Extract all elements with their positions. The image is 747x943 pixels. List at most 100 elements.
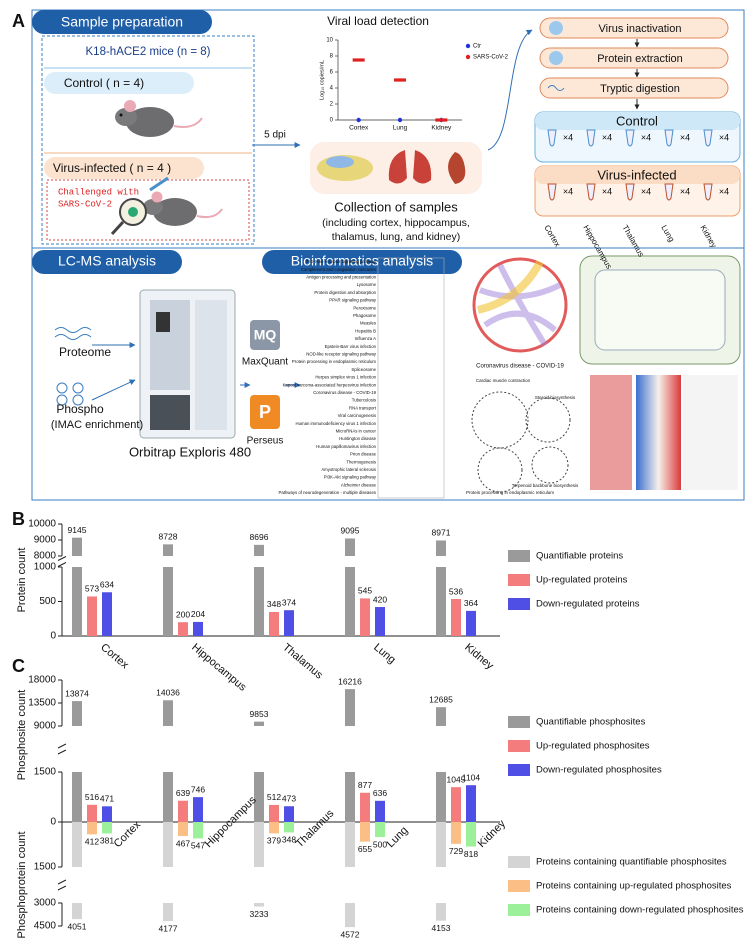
legend-label: Up-regulated proteins [536,575,628,586]
pathway-label: Lysosome [357,282,377,287]
data-label: 204 [191,609,205,619]
pathway-label: Phagosome [353,313,377,318]
bar [254,903,264,907]
section-title: LC-MS analysis [58,253,156,269]
data-label: 547 [191,841,205,851]
bar [163,772,173,822]
x-tick-label: Hippocampus [189,641,249,694]
data-label: 9853 [250,709,269,719]
tissue-label: Kidney [698,224,718,250]
data-label: 374 [282,597,296,607]
legend-swatch [508,856,530,868]
axis-title: Phosphoprotein count [16,831,28,938]
bar [345,772,355,822]
pathway-label: Human papillomavirus infection [316,444,376,449]
bar [375,607,385,636]
pathway-label: Thermogenesis [346,459,376,464]
bar [466,822,476,847]
data-label: 13874 [65,688,89,698]
legend-label: Proteins containing quantifiable phospho… [536,857,727,868]
y-tick-label: 4500 [34,921,57,932]
bar [163,822,173,867]
tube-count: ×4 [563,132,573,142]
data-label: 348 [267,599,281,609]
bar [269,611,279,636]
group-label: K18-hACE2 mice (n = 8) [86,46,211,58]
legend-label: Down-regulated proteins [536,599,640,610]
pathway-label: Pathways of neurodegeneration - multiple… [279,490,376,495]
legend-label: Quantifiable phosphosites [536,717,646,728]
pathway-label: Human immunodeficiency virus 1 infection [296,421,377,426]
bar [451,787,461,822]
bar [345,538,355,556]
y-tick-label: 8000 [34,551,57,562]
bar [345,689,355,726]
bar [360,598,370,636]
bar [436,822,446,867]
y-tick-label: 4 [330,86,334,92]
bar [436,772,446,822]
pathway-label: Hepatitis B [355,328,376,333]
legend-label: Down-regulated phosphosites [536,765,662,776]
legend-swatch [508,598,530,610]
bar [284,822,294,833]
axis-break [57,556,67,561]
data-label: 14036 [156,688,180,698]
x-tick-label: Thalamus [280,641,325,682]
tube-icon [586,129,596,147]
tube-count: ×4 [641,132,651,142]
data-label: 9095 [341,526,360,536]
pathway-label: Protein digestion and absorption [314,290,376,295]
data-label: 4051 [68,921,87,931]
software-label: MaxQuant [242,357,288,368]
bar [102,592,112,636]
thumbnail-title: Coronavirus disease - COVID-19 [476,364,564,370]
bar [254,567,264,636]
bar [360,792,370,822]
network-label: Protein processing in endoplasmic reticu… [466,490,554,495]
bar [436,707,446,726]
data-label: 4572 [341,929,360,939]
y-tick-label: 500 [39,596,56,607]
bar [269,804,279,822]
axis-title: Phosphosite count [16,690,28,781]
bar [163,700,173,726]
bar [178,800,188,822]
legend-swatch [508,550,530,562]
bar [269,822,279,834]
pathway-label: MicroRNAs in cancer [336,429,377,434]
legend-swatch [508,880,530,892]
tube-icon [664,129,674,147]
sample-type: Phospho [56,402,104,416]
tube-count: ×4 [563,186,573,196]
bar [193,822,203,839]
tube-icon [547,129,557,147]
pathway-label: Complement and coagulation cascades [301,267,376,272]
bar [163,903,173,922]
legend-swatch [508,574,530,586]
step-label: Tryptic digestion [600,83,680,95]
legend-label: Proteins containing down-regulated phosp… [536,905,744,916]
tube-count: ×4 [641,186,651,196]
y-tick-label: 13500 [28,698,56,709]
y-tick-label: 18000 [28,675,56,686]
tube-icon [625,129,635,147]
pathway-label: PI3K-Akt signaling pathway [324,475,377,480]
bar [87,822,97,835]
bar [375,800,385,822]
detail: thalamus, lung, and kidney) [332,231,460,243]
data-label: 655 [358,844,372,854]
bar [254,544,264,556]
y-tick-label: 9000 [34,721,57,732]
bar [254,822,264,867]
step-label: Virus inactivation [599,23,682,35]
axis-break [57,879,67,885]
section-title: Collection of samples [334,199,458,214]
legend-label: Quantifiable proteins [536,551,623,562]
data-label: 573 [85,584,99,594]
bar [345,567,355,636]
x-tick-label: Kidney [462,641,496,672]
y-tick-label: 1000 [34,562,57,573]
bar [72,822,82,867]
data-label: 512 [267,792,281,802]
